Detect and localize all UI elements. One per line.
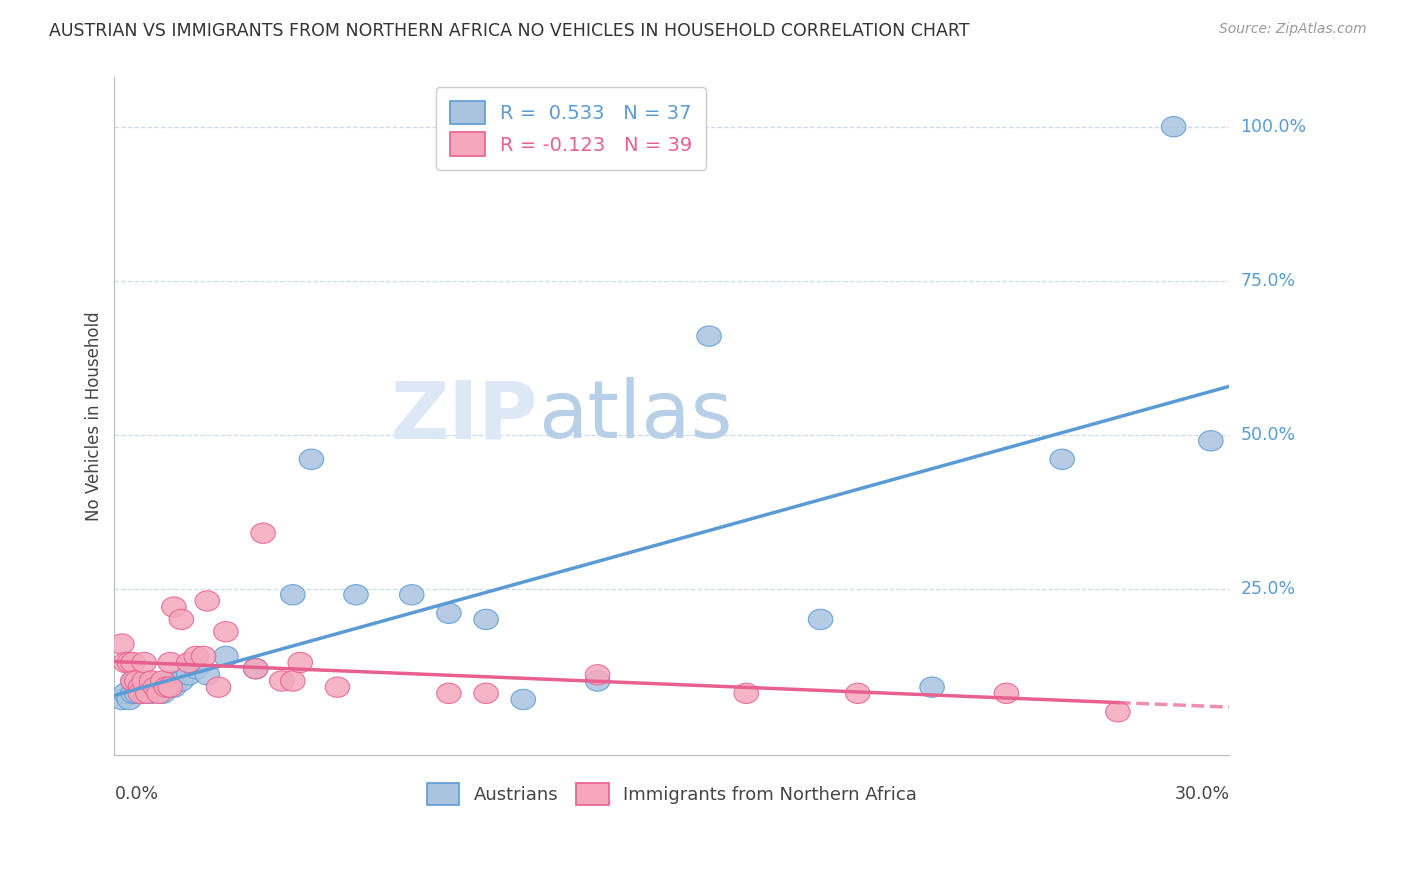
Ellipse shape — [697, 326, 721, 346]
Ellipse shape — [920, 677, 945, 698]
Ellipse shape — [1161, 117, 1185, 136]
Ellipse shape — [121, 652, 145, 673]
Y-axis label: No Vehicles in Household: No Vehicles in Household — [86, 311, 103, 521]
Ellipse shape — [139, 683, 165, 704]
Ellipse shape — [808, 609, 832, 630]
Ellipse shape — [325, 677, 350, 698]
Ellipse shape — [845, 683, 870, 704]
Legend: Austrians, Immigrants from Northern Africa: Austrians, Immigrants from Northern Afri… — [418, 773, 927, 814]
Ellipse shape — [125, 671, 149, 691]
Ellipse shape — [157, 652, 183, 673]
Ellipse shape — [169, 671, 194, 691]
Ellipse shape — [125, 683, 149, 704]
Ellipse shape — [132, 671, 156, 691]
Ellipse shape — [139, 671, 165, 691]
Text: atlas: atlas — [538, 377, 733, 455]
Text: 0.0%: 0.0% — [114, 786, 159, 804]
Text: 75.0%: 75.0% — [1240, 272, 1296, 290]
Ellipse shape — [114, 683, 138, 704]
Ellipse shape — [132, 683, 156, 704]
Ellipse shape — [195, 591, 219, 611]
Ellipse shape — [474, 683, 498, 704]
Ellipse shape — [184, 646, 208, 666]
Ellipse shape — [169, 609, 194, 630]
Ellipse shape — [157, 677, 183, 698]
Text: 30.0%: 30.0% — [1174, 786, 1229, 804]
Ellipse shape — [214, 646, 238, 666]
Ellipse shape — [437, 683, 461, 704]
Ellipse shape — [110, 634, 134, 654]
Text: 100.0%: 100.0% — [1240, 118, 1306, 136]
Ellipse shape — [162, 677, 186, 698]
Ellipse shape — [510, 690, 536, 710]
Ellipse shape — [585, 671, 610, 691]
Ellipse shape — [184, 658, 208, 679]
Ellipse shape — [135, 683, 160, 704]
Ellipse shape — [121, 671, 145, 691]
Ellipse shape — [155, 677, 179, 698]
Ellipse shape — [121, 671, 145, 691]
Ellipse shape — [110, 690, 134, 710]
Ellipse shape — [157, 671, 183, 691]
Ellipse shape — [343, 584, 368, 605]
Ellipse shape — [177, 665, 201, 685]
Ellipse shape — [299, 449, 323, 469]
Ellipse shape — [399, 584, 425, 605]
Ellipse shape — [143, 677, 167, 698]
Ellipse shape — [281, 671, 305, 691]
Ellipse shape — [195, 665, 219, 685]
Ellipse shape — [150, 671, 174, 691]
Text: AUSTRIAN VS IMMIGRANTS FROM NORTHERN AFRICA NO VEHICLES IN HOUSEHOLD CORRELATION: AUSTRIAN VS IMMIGRANTS FROM NORTHERN AFR… — [49, 22, 970, 40]
Ellipse shape — [177, 652, 201, 673]
Ellipse shape — [585, 665, 610, 685]
Ellipse shape — [994, 683, 1019, 704]
Ellipse shape — [121, 683, 145, 704]
Ellipse shape — [128, 677, 153, 698]
Ellipse shape — [270, 671, 294, 691]
Ellipse shape — [117, 652, 142, 673]
Ellipse shape — [132, 671, 156, 691]
Ellipse shape — [128, 683, 153, 704]
Ellipse shape — [146, 683, 172, 704]
Ellipse shape — [1050, 449, 1074, 469]
Ellipse shape — [135, 677, 160, 698]
Ellipse shape — [281, 584, 305, 605]
Ellipse shape — [146, 677, 172, 698]
Ellipse shape — [128, 677, 153, 698]
Ellipse shape — [191, 646, 217, 666]
Text: 25.0%: 25.0% — [1240, 580, 1296, 598]
Ellipse shape — [1198, 431, 1223, 451]
Text: ZIP: ZIP — [391, 377, 538, 455]
Ellipse shape — [132, 652, 156, 673]
Ellipse shape — [117, 690, 142, 710]
Ellipse shape — [207, 677, 231, 698]
Ellipse shape — [734, 683, 758, 704]
Ellipse shape — [155, 677, 179, 698]
Ellipse shape — [1105, 702, 1130, 722]
Ellipse shape — [243, 658, 269, 679]
Ellipse shape — [243, 658, 269, 679]
Ellipse shape — [143, 677, 167, 698]
Ellipse shape — [214, 622, 238, 642]
Ellipse shape — [250, 523, 276, 543]
Ellipse shape — [437, 603, 461, 624]
Ellipse shape — [162, 597, 186, 617]
Text: 50.0%: 50.0% — [1240, 425, 1296, 443]
Ellipse shape — [114, 652, 138, 673]
Ellipse shape — [288, 652, 312, 673]
Ellipse shape — [474, 609, 498, 630]
Ellipse shape — [150, 683, 174, 704]
Text: Source: ZipAtlas.com: Source: ZipAtlas.com — [1219, 22, 1367, 37]
